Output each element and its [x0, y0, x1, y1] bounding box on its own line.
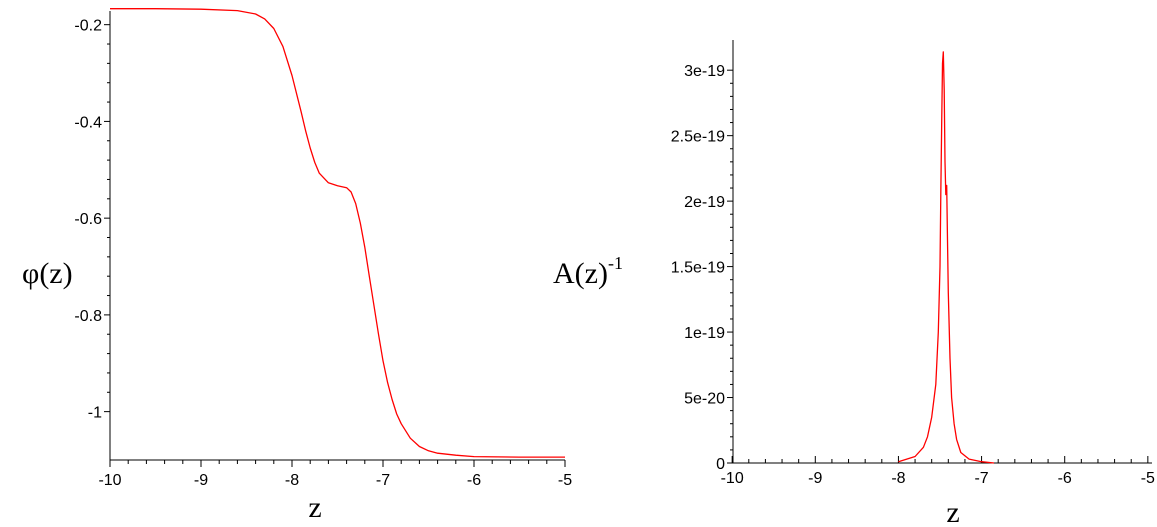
x-tick-label: -7 [376, 472, 390, 489]
y-tick-label: -0.8 [74, 308, 102, 325]
series-line-0 [898, 51, 995, 464]
y-tick-label: 5e-20 [684, 391, 725, 408]
y-tick-label: 0 [716, 456, 725, 473]
x-tick-label: -6 [1058, 470, 1072, 487]
x-tick-label: -8 [891, 470, 905, 487]
y-axis-title-superscript: -1 [608, 253, 623, 273]
y-tick-label: -0.6 [74, 211, 102, 228]
y-tick-label: -0.2 [74, 18, 102, 35]
x-tick-label: -8 [285, 472, 299, 489]
y-tick-label: 3e-19 [684, 63, 725, 80]
inverse-a-chart: -10 -9 -8 -7 -6 -5 0 5e-20 1e-19 1.5e-19 2e-19 2.5e… [553, 40, 1155, 527]
x-axis-title: z [946, 496, 959, 527]
y-tick-label: 2.5e-19 [671, 129, 725, 146]
y-tick-label: -1 [88, 405, 102, 422]
x-tick-label: -10 [98, 472, 121, 489]
y-axis-title: A(z) [553, 257, 608, 290]
x-axis-title: z [308, 491, 321, 524]
y-tick-label: 1.5e-19 [671, 260, 725, 277]
x-tick-label: -6 [467, 472, 481, 489]
phi-chart: -10 -9 -8 -7 -6 -5 -0.2 -0.4 -0.6 -0.8 -1 z φ(z) [22, 8, 572, 524]
series-line-0 [110, 8, 565, 458]
x-tick-label: -10 [721, 470, 744, 487]
x-tick-label: -9 [194, 472, 208, 489]
x-tick-label: -5 [1141, 470, 1155, 487]
y-tick-label: -0.4 [74, 114, 102, 131]
y-tick-label: 2e-19 [684, 194, 725, 211]
x-tick-label: -9 [808, 470, 822, 487]
x-tick-label: -5 [558, 472, 572, 489]
y-tick-label: 1e-19 [684, 325, 725, 342]
x-tick-label: -7 [974, 470, 988, 487]
y-axis-title: φ(z) [22, 257, 73, 290]
